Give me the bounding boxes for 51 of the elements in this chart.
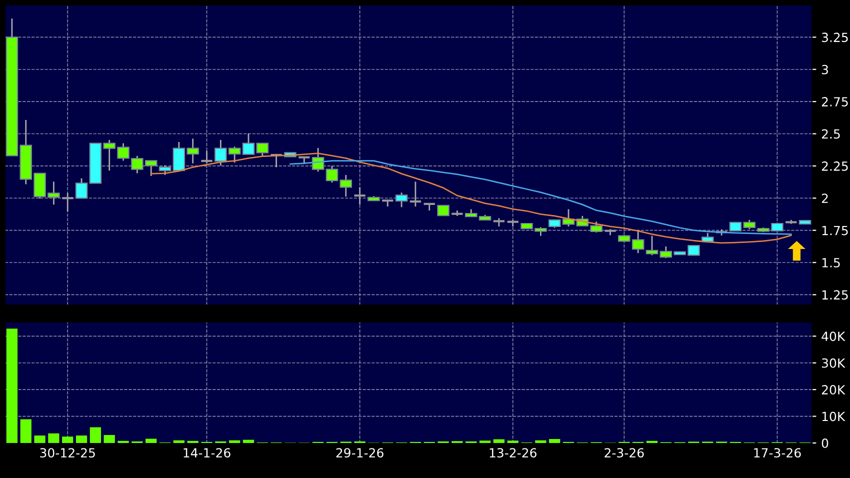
x-tick-label: 29-1-26 xyxy=(336,448,384,458)
bar xyxy=(104,434,115,443)
bar xyxy=(242,440,254,443)
candlestick xyxy=(158,164,172,176)
bar xyxy=(146,438,157,443)
candlestick xyxy=(270,153,283,168)
x-tick-label: 14-1-26 xyxy=(184,448,230,458)
y-tick-label: 2 xyxy=(822,194,828,203)
candlestick xyxy=(395,192,408,208)
candlestick xyxy=(200,150,214,164)
candlestick xyxy=(743,219,756,230)
bar xyxy=(62,436,74,443)
y-tick-label: 2.25 xyxy=(822,161,848,171)
y-tick-label: 1.25 xyxy=(822,290,848,300)
candlestick xyxy=(422,202,436,212)
candlestick xyxy=(437,204,450,216)
y-tick-label: 10K xyxy=(822,412,846,422)
bar xyxy=(6,328,18,443)
candlestick xyxy=(242,132,255,156)
y-tick-label: 40K xyxy=(822,332,846,342)
candlestick xyxy=(256,142,269,158)
bar xyxy=(76,436,88,443)
bar xyxy=(20,419,32,443)
candlestick xyxy=(340,174,352,198)
x-tick-label: 13-2-26 xyxy=(490,448,536,458)
bar xyxy=(48,433,60,443)
candlestick xyxy=(408,180,422,208)
candlestick xyxy=(61,192,74,212)
x-tick-label: 17-3-26 xyxy=(754,448,801,458)
bar xyxy=(549,438,560,443)
y-tick-label: 3.25 xyxy=(822,32,848,42)
bar xyxy=(535,440,546,443)
x-tick-label: 30-12-25 xyxy=(40,448,95,458)
candlestick xyxy=(646,235,658,256)
bar xyxy=(90,427,102,443)
bar xyxy=(34,436,46,443)
y-tick-label: 0 xyxy=(822,438,828,448)
candlestick xyxy=(326,165,338,184)
bar xyxy=(173,440,184,443)
bar xyxy=(229,440,240,443)
x-tick-label: 2-3-26 xyxy=(604,448,644,458)
y-tick-label: 1.75 xyxy=(822,226,848,236)
bar xyxy=(493,439,505,443)
y-tick-label: 1.5 xyxy=(822,258,840,268)
y-tick-label: 30K xyxy=(822,358,846,368)
y-tick-label: 20K xyxy=(822,385,846,395)
y-tick-label: 2.5 xyxy=(822,129,840,139)
candlestick xyxy=(75,178,88,199)
y-tick-label: 3 xyxy=(822,64,828,74)
y-tick-label: 2.75 xyxy=(822,97,848,106)
candlestick xyxy=(353,186,366,206)
